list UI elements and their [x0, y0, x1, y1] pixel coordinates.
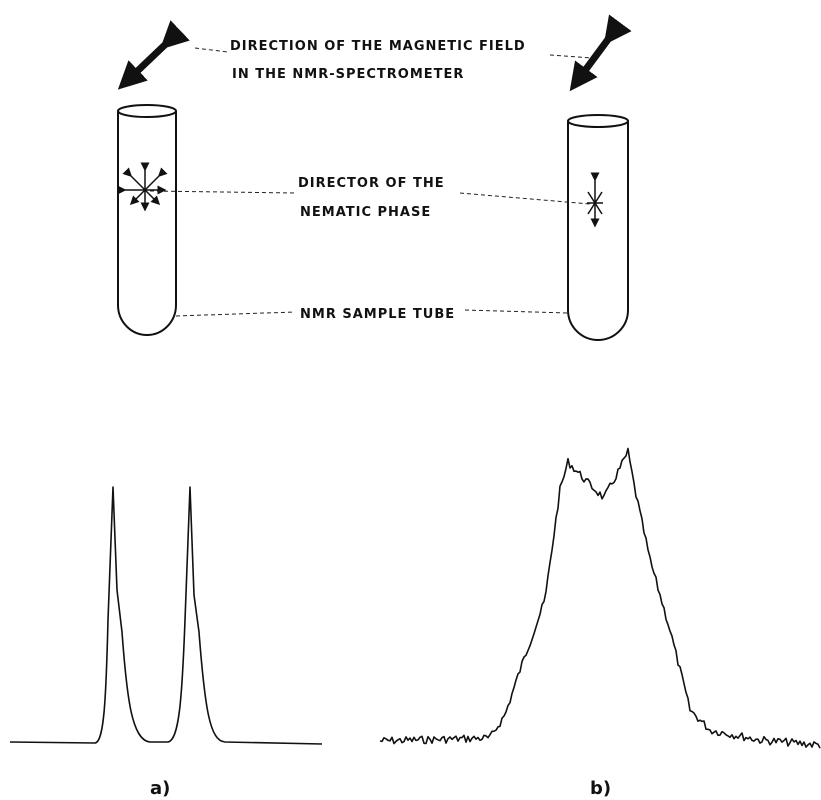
director-label: NEMATIC PHASE	[300, 205, 431, 220]
panel-label: a)	[150, 778, 170, 799]
director-star	[587, 172, 603, 228]
field-label: DIRECTION OF THE MAGNETIC FIELD	[230, 39, 526, 54]
field-arrow	[569, 14, 632, 92]
spectrum-a	[9, 486, 323, 745]
sample-tube	[567, 114, 629, 341]
field-arrow	[117, 20, 190, 90]
leader-lines	[149, 47, 593, 317]
director-star	[117, 162, 168, 212]
field-label: IN THE NMR-SPECTROMETER	[232, 67, 464, 82]
spectrum-b	[379, 447, 821, 749]
director-label: DIRECTOR OF THE	[298, 176, 445, 191]
sample-tube	[117, 104, 177, 336]
tube-label: NMR SAMPLE TUBE	[300, 307, 455, 322]
panel-label: b)	[590, 778, 611, 799]
